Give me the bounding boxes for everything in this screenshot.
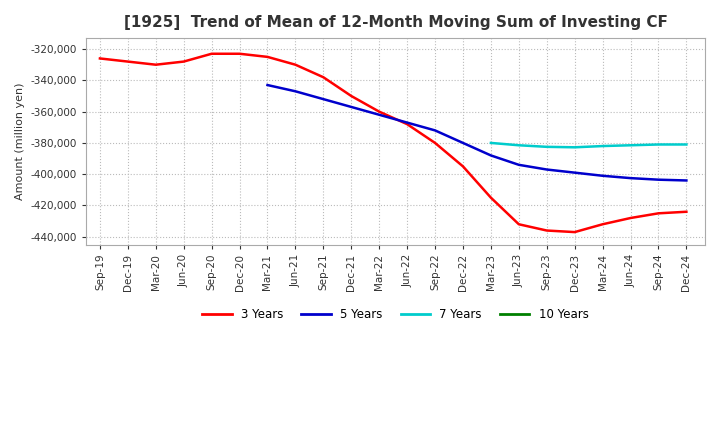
3 Years bbox=[291, 62, 300, 67]
3 Years bbox=[431, 140, 439, 146]
3 Years bbox=[347, 93, 356, 99]
5 Years bbox=[682, 178, 690, 183]
3 Years bbox=[487, 195, 495, 200]
3 Years bbox=[515, 222, 523, 227]
3 Years bbox=[235, 51, 244, 56]
3 Years bbox=[626, 215, 635, 220]
5 Years bbox=[542, 167, 551, 172]
3 Years bbox=[319, 75, 328, 80]
5 Years bbox=[487, 153, 495, 158]
3 Years bbox=[542, 228, 551, 233]
3 Years bbox=[598, 222, 607, 227]
Line: 3 Years: 3 Years bbox=[100, 54, 686, 232]
3 Years bbox=[151, 62, 160, 67]
5 Years bbox=[264, 82, 272, 88]
5 Years bbox=[291, 88, 300, 94]
7 Years bbox=[515, 143, 523, 148]
5 Years bbox=[654, 177, 663, 182]
7 Years bbox=[654, 142, 663, 147]
3 Years bbox=[96, 56, 104, 61]
7 Years bbox=[542, 144, 551, 150]
3 Years bbox=[179, 59, 188, 64]
5 Years bbox=[570, 170, 579, 175]
5 Years bbox=[598, 173, 607, 178]
3 Years bbox=[570, 229, 579, 235]
Legend: 3 Years, 5 Years, 7 Years, 10 Years: 3 Years, 5 Years, 7 Years, 10 Years bbox=[198, 303, 593, 326]
5 Years bbox=[515, 162, 523, 168]
Y-axis label: Amount (million yen): Amount (million yen) bbox=[15, 83, 25, 200]
5 Years bbox=[319, 96, 328, 102]
7 Years bbox=[682, 142, 690, 147]
7 Years bbox=[626, 143, 635, 148]
3 Years bbox=[459, 164, 467, 169]
3 Years bbox=[654, 211, 663, 216]
5 Years bbox=[626, 176, 635, 181]
5 Years bbox=[459, 140, 467, 146]
5 Years bbox=[402, 120, 411, 125]
5 Years bbox=[375, 112, 384, 117]
3 Years bbox=[264, 54, 272, 59]
5 Years bbox=[347, 104, 356, 110]
7 Years bbox=[598, 143, 607, 149]
7 Years bbox=[570, 145, 579, 150]
3 Years bbox=[682, 209, 690, 214]
3 Years bbox=[402, 121, 411, 127]
7 Years bbox=[487, 140, 495, 146]
3 Years bbox=[124, 59, 132, 64]
5 Years bbox=[431, 128, 439, 133]
Line: 5 Years: 5 Years bbox=[268, 85, 686, 180]
3 Years bbox=[207, 51, 216, 56]
Line: 7 Years: 7 Years bbox=[491, 143, 686, 147]
3 Years bbox=[375, 109, 384, 114]
Title: [1925]  Trend of Mean of 12-Month Moving Sum of Investing CF: [1925] Trend of Mean of 12-Month Moving … bbox=[124, 15, 667, 30]
